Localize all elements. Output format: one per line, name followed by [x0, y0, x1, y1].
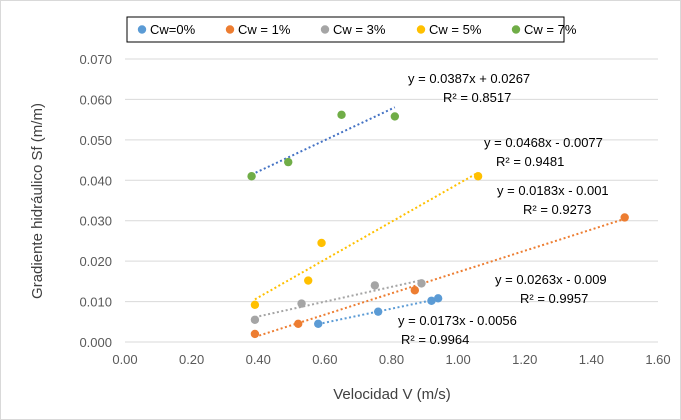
data-point-series-0 — [427, 296, 436, 305]
trendline-r-squared: R² = 0.9957 — [520, 291, 588, 306]
data-point-series-4 — [337, 110, 346, 119]
trendline-series-4 — [251, 106, 396, 176]
data-point-series-2 — [297, 299, 306, 308]
trendline-r-squared: R² = 0.8517 — [443, 90, 511, 105]
trendline-equation: y = 0.0173x - 0.0056 — [398, 313, 517, 328]
legend-marker — [511, 25, 521, 34]
data-point-series-4 — [284, 157, 293, 167]
y-tick-label: 0.020 — [79, 254, 112, 269]
data-points — [247, 110, 629, 339]
legend-marker — [137, 25, 147, 34]
trendline-equation: y = 0.0468x - 0.0077 — [484, 135, 603, 150]
y-tick-label: 0.050 — [79, 133, 112, 148]
legend-box — [126, 16, 565, 43]
legend-marker — [416, 25, 426, 34]
legend-label: Cw = 1% — [238, 22, 291, 37]
data-point-series-3 — [473, 172, 483, 181]
data-point-series-4 — [390, 112, 400, 121]
y-axis-title: Gradiente hidráulico Sf (m/m) — [29, 103, 46, 299]
trendline-r-squared: R² = 0.9964 — [401, 332, 469, 347]
data-point-series-3 — [250, 300, 260, 310]
x-tick-label: 0.00 — [112, 352, 137, 367]
x-tick-label: 1.00 — [445, 352, 470, 367]
data-point-series-1 — [620, 213, 629, 222]
data-point-series-2 — [250, 315, 260, 324]
trendline-equation: y = 0.0183x - 0.001 — [497, 183, 609, 198]
y-tick-label: 0.040 — [79, 173, 112, 188]
x-tick-label: 1.20 — [512, 352, 537, 367]
trendline-series-1 — [254, 217, 625, 338]
trendline-series-3 — [254, 171, 479, 301]
legend-label: Cw = 7% — [524, 22, 577, 37]
axes: 0.000 0.010 0.020 0.030 0.040 0.050 0.060 0.070… — [79, 52, 670, 367]
y-tick-label: 0.030 — [79, 214, 112, 229]
x-tick-label: 0.20 — [179, 352, 204, 367]
y-tick-label: 0.070 — [79, 52, 112, 67]
data-point-series-3 — [317, 238, 326, 248]
x-tick-label: 1.60 — [645, 352, 670, 367]
trendlines — [251, 106, 625, 338]
data-point-series-0 — [433, 294, 443, 303]
trendline-r-squared: R² = 0.9481 — [496, 154, 564, 169]
data-point-series-0 — [314, 319, 323, 329]
trendline-equation: y = 0.0387x + 0.0267 — [408, 71, 530, 86]
legend-marker — [225, 25, 235, 34]
trendline-annotations: y = 0.0173x - 0.0056 R² = 0.9964 y = 0.026… — [398, 71, 609, 347]
data-point-series-0 — [373, 307, 383, 316]
data-point-series-4 — [247, 172, 256, 181]
trendline-series-2 — [254, 279, 422, 319]
data-point-series-2 — [370, 281, 380, 290]
y-tick-label: 0.060 — [79, 92, 112, 107]
y-tick-label: 0.010 — [79, 295, 112, 310]
x-tick-label: 1.40 — [579, 352, 604, 367]
legend-marker — [320, 25, 330, 34]
data-point-series-1 — [294, 319, 303, 329]
trendline-equation: y = 0.0263x - 0.009 — [495, 272, 607, 287]
x-axis-title: Velocidad V (m/s) — [333, 386, 451, 403]
legend-label: Cw = 3% — [333, 22, 386, 37]
x-tick-label: 0.40 — [246, 352, 271, 367]
trendline-r-squared: R² = 0.9273 — [523, 202, 591, 217]
y-tick-label: 0.000 — [79, 335, 112, 350]
legend-label: Cw=0% — [150, 22, 196, 37]
x-tick-label: 0.80 — [379, 352, 404, 367]
x-tick-label: 0.60 — [312, 352, 337, 367]
legend-label: Cw = 5% — [429, 22, 482, 37]
legend: Cw=0% Cw = 1% Cw = 3% Cw = 5% Cw = 7% — [126, 16, 577, 43]
data-point-series-1 — [410, 286, 420, 295]
data-point-series-2 — [417, 279, 426, 288]
gridlines — [125, 58, 658, 303]
data-point-series-1 — [250, 329, 260, 339]
data-point-series-3 — [304, 276, 313, 285]
